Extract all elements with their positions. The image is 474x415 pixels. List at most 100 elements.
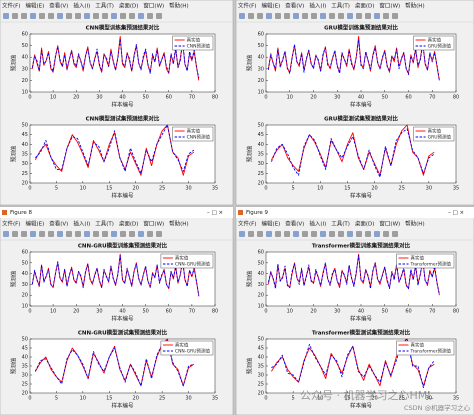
toolbar-button[interactable]: [320, 13, 326, 19]
menu-item[interactable]: 窗口(W): [143, 2, 164, 10]
toolbar-button[interactable]: [239, 13, 245, 19]
menu-item[interactable]: 查看(V): [285, 220, 304, 228]
toolbar-button[interactable]: [147, 231, 153, 237]
menu-item[interactable]: 帮助(H): [405, 2, 424, 10]
menu-item[interactable]: 工具(T): [331, 221, 350, 228]
toolbar-button[interactable]: [102, 231, 108, 237]
toolbar-button[interactable]: [347, 231, 353, 237]
toolbar-button[interactable]: [21, 13, 27, 19]
menu-item[interactable]: 插入(I): [73, 220, 90, 228]
toolbar-button[interactable]: [93, 231, 99, 237]
toolbar-button[interactable]: [129, 231, 135, 237]
toolbar-button[interactable]: [57, 231, 63, 237]
toolbar-button[interactable]: [3, 231, 9, 237]
menu-item[interactable]: 文件(F): [238, 2, 256, 10]
toolbar-button[interactable]: [338, 231, 344, 237]
menu-item[interactable]: 插入(I): [73, 2, 90, 10]
menu-item[interactable]: 桌面(D): [355, 220, 375, 228]
toolbar-button[interactable]: [257, 231, 263, 237]
toolbar-button[interactable]: [84, 231, 90, 237]
menu-item[interactable]: 查看(V): [285, 2, 304, 10]
toolbar-button[interactable]: [302, 13, 308, 19]
toolbar-button[interactable]: [392, 231, 398, 237]
toolbar-button[interactable]: [284, 231, 290, 237]
menu-item[interactable]: 工具(T): [95, 221, 114, 228]
toolbar-button[interactable]: [293, 231, 299, 237]
toolbar-button[interactable]: [383, 231, 389, 237]
toolbar-button[interactable]: [329, 231, 335, 237]
toolbar-button[interactable]: [57, 13, 63, 19]
toolbar-button[interactable]: [30, 231, 36, 237]
toolbar-button[interactable]: [257, 13, 263, 19]
toolbar-button[interactable]: [39, 231, 45, 237]
toolbar-button[interactable]: [338, 13, 344, 19]
menu-item[interactable]: 查看(V): [49, 220, 68, 228]
toolbar-button[interactable]: [248, 231, 254, 237]
menu-item[interactable]: 编辑(E): [261, 2, 280, 10]
toolbar-button[interactable]: [347, 13, 353, 19]
menu-item[interactable]: 插入(I): [309, 2, 326, 10]
toolbar-button[interactable]: [129, 13, 135, 19]
toolbar-button[interactable]: [311, 231, 317, 237]
toolbar-button[interactable]: [48, 231, 54, 237]
toolbar-button[interactable]: [120, 13, 126, 19]
toolbar-button[interactable]: [320, 231, 326, 237]
toolbar-button[interactable]: [248, 13, 254, 19]
toolbar-button[interactable]: [293, 13, 299, 19]
toolbar-button[interactable]: [75, 13, 81, 19]
toolbar-button[interactable]: [311, 13, 317, 19]
toolbar-button[interactable]: [284, 13, 290, 19]
toolbar-button[interactable]: [302, 231, 308, 237]
toolbar-button[interactable]: [12, 231, 18, 237]
menu-item[interactable]: 文件(F): [238, 220, 256, 228]
toolbar-button[interactable]: [275, 231, 281, 237]
toolbar-button[interactable]: [356, 13, 362, 19]
toolbar-button[interactable]: [239, 231, 245, 237]
menu-item[interactable]: 编辑(E): [261, 220, 280, 228]
toolbar-button[interactable]: [66, 13, 72, 19]
menu-item[interactable]: 桌面(D): [119, 220, 139, 228]
menu-item[interactable]: 编辑(E): [25, 220, 44, 228]
menu-item[interactable]: 查看(V): [49, 2, 68, 10]
toolbar-button[interactable]: [383, 13, 389, 19]
toolbar-button[interactable]: [392, 13, 398, 19]
toolbar-button[interactable]: [138, 231, 144, 237]
toolbar-button[interactable]: [48, 13, 54, 19]
toolbar-button[interactable]: [75, 231, 81, 237]
toolbar-button[interactable]: [93, 13, 99, 19]
toolbar-button[interactable]: [30, 13, 36, 19]
menu-item[interactable]: 帮助(H): [405, 220, 424, 228]
toolbar-button[interactable]: [365, 13, 371, 19]
toolbar-button[interactable]: [102, 13, 108, 19]
toolbar-button[interactable]: [111, 13, 117, 19]
menu-item[interactable]: 文件(F): [2, 220, 20, 228]
toolbar-button[interactable]: [374, 231, 380, 237]
toolbar-button[interactable]: [147, 13, 153, 19]
toolbar-button[interactable]: [138, 13, 144, 19]
menu-item[interactable]: 文件(F): [2, 2, 20, 10]
toolbar-button[interactable]: [374, 13, 380, 19]
menu-item[interactable]: 工具(T): [331, 3, 350, 10]
menu-item[interactable]: 工具(T): [95, 3, 114, 10]
toolbar-button[interactable]: [111, 231, 117, 237]
toolbar-button[interactable]: [156, 231, 162, 237]
menu-item[interactable]: 桌面(D): [355, 2, 375, 10]
toolbar-button[interactable]: [275, 13, 281, 19]
toolbar-button[interactable]: [329, 13, 335, 19]
menu-item[interactable]: 插入(I): [309, 220, 326, 228]
menu-item[interactable]: 桌面(D): [119, 2, 139, 10]
toolbar-button[interactable]: [266, 231, 272, 237]
menu-item[interactable]: 窗口(W): [379, 220, 400, 228]
toolbar-button[interactable]: [12, 13, 18, 19]
menu-item[interactable]: 窗口(W): [143, 220, 164, 228]
toolbar-button[interactable]: [156, 13, 162, 19]
toolbar-button[interactable]: [21, 231, 27, 237]
toolbar-button[interactable]: [120, 231, 126, 237]
toolbar-button[interactable]: [84, 13, 90, 19]
toolbar-button[interactable]: [3, 13, 9, 19]
toolbar-button[interactable]: [39, 13, 45, 19]
menu-item[interactable]: 窗口(W): [379, 2, 400, 10]
menu-item[interactable]: 帮助(H): [169, 220, 188, 228]
toolbar-button[interactable]: [66, 231, 72, 237]
toolbar-button[interactable]: [356, 231, 362, 237]
